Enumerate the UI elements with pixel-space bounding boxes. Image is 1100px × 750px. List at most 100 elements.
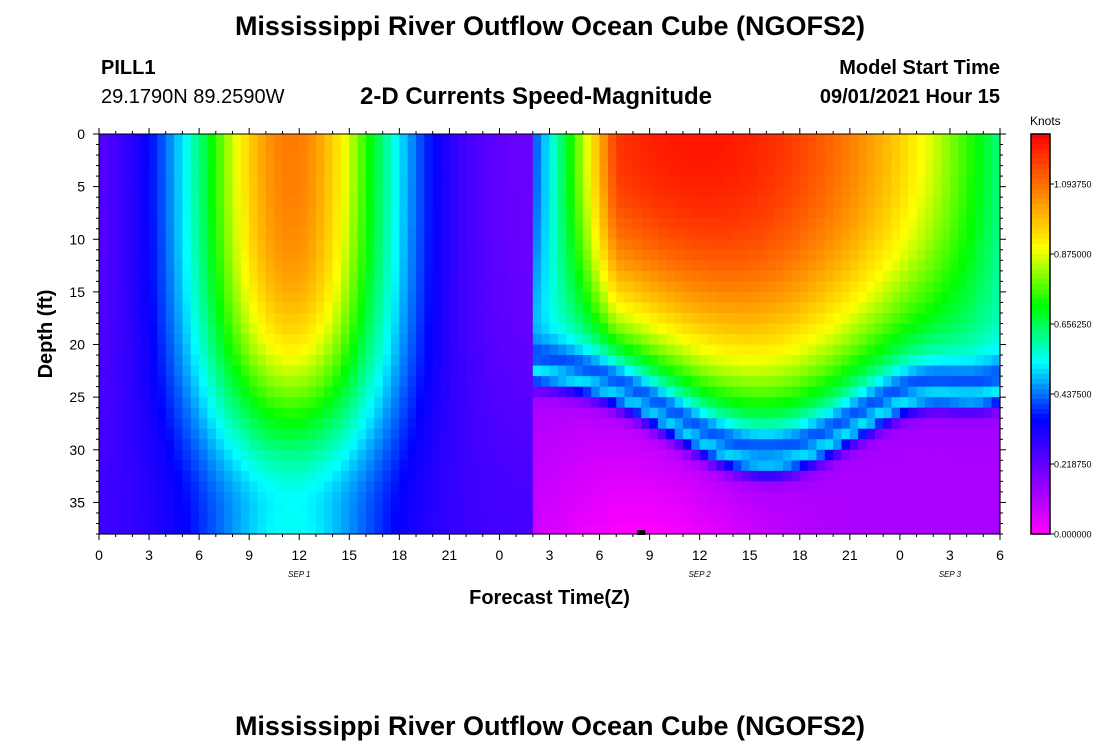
heatmap-cell xyxy=(816,291,826,304)
heatmap-cell xyxy=(349,134,359,146)
heatmap-cell xyxy=(315,270,325,282)
heatmap-cell xyxy=(549,270,559,282)
heatmap-cell xyxy=(340,407,350,419)
heatmap-cell xyxy=(833,134,843,146)
heatmap-cell xyxy=(891,197,901,209)
colorbar-segment xyxy=(1031,434,1050,440)
heatmap-cell xyxy=(407,218,417,230)
heatmap-cell xyxy=(741,449,751,461)
heatmap-cell xyxy=(257,270,267,282)
heatmap-cell xyxy=(891,365,901,377)
heatmap-cell xyxy=(833,302,843,314)
heatmap-cell xyxy=(666,386,676,398)
heatmap-cell xyxy=(774,344,784,356)
heatmap-cell xyxy=(682,144,692,156)
heatmap-cell xyxy=(299,134,309,146)
heatmap-cell xyxy=(541,228,551,240)
heatmap-cell xyxy=(883,197,893,209)
heatmap-cell xyxy=(207,365,217,377)
heatmap-cell xyxy=(407,428,417,440)
heatmap-cell xyxy=(582,207,592,219)
heatmap-cell xyxy=(657,449,667,461)
heatmap-cell xyxy=(774,228,784,240)
heatmap-cell xyxy=(758,512,768,525)
heatmap-cell xyxy=(833,376,843,388)
heatmap-cell xyxy=(749,312,759,325)
heatmap-cell xyxy=(891,155,901,167)
heatmap-cell xyxy=(883,376,893,388)
heatmap-cell xyxy=(791,281,801,293)
colorbar-segment xyxy=(1031,269,1050,275)
heatmap-cell xyxy=(491,144,501,156)
heatmap-cell xyxy=(833,512,843,525)
heatmap-cell xyxy=(708,260,717,272)
heatmap-cell xyxy=(716,418,726,430)
heatmap-cell xyxy=(924,491,934,504)
heatmap-cell xyxy=(933,197,943,209)
heatmap-cell xyxy=(299,302,309,314)
heatmap-cell xyxy=(941,449,951,461)
heatmap-cell xyxy=(891,376,901,388)
heatmap-cell xyxy=(382,449,392,461)
heatmap-cell xyxy=(290,365,300,377)
heatmap-cell xyxy=(416,428,425,440)
heatmap-cell xyxy=(124,460,133,472)
heatmap-cell xyxy=(791,270,801,282)
heatmap-cell xyxy=(541,165,551,177)
heatmap-cell xyxy=(716,260,726,272)
heatmap-cell xyxy=(657,344,667,356)
heatmap-cell xyxy=(824,144,834,156)
heatmap-cell xyxy=(791,228,801,240)
heatmap-cell xyxy=(824,312,834,325)
heatmap-cell xyxy=(749,239,759,251)
heatmap-cell xyxy=(174,270,184,282)
heatmap-cell xyxy=(282,397,292,409)
heatmap-cell xyxy=(482,134,492,146)
heatmap-cell xyxy=(574,165,584,177)
heatmap-cell xyxy=(199,144,209,156)
heatmap-cell xyxy=(482,281,492,293)
heatmap-cell xyxy=(240,144,250,156)
heatmap-cell xyxy=(215,334,225,346)
heatmap-cell xyxy=(783,218,793,230)
heatmap-cell xyxy=(157,344,167,356)
heatmap-cell xyxy=(599,239,609,251)
heatmap-cell xyxy=(874,376,884,388)
heatmap-cell xyxy=(115,228,125,240)
heatmap-cell xyxy=(632,165,642,177)
heatmap-cell xyxy=(549,155,559,167)
heatmap-cell xyxy=(124,386,133,398)
colorbar-segment xyxy=(1031,344,1050,350)
heatmap-cell xyxy=(607,312,617,325)
heatmap-cell xyxy=(407,312,417,325)
heatmap-cell xyxy=(949,323,959,335)
heatmap-cell xyxy=(432,481,442,493)
heatmap-cell xyxy=(649,407,659,419)
heatmap-cell xyxy=(758,439,768,451)
heatmap-cell xyxy=(824,439,834,451)
heatmap-cell xyxy=(390,239,400,251)
heatmap-cell xyxy=(791,439,801,451)
heatmap-cell xyxy=(641,197,651,209)
heatmap-cell xyxy=(733,165,742,177)
heatmap-cell xyxy=(616,260,626,272)
heatmap-cell xyxy=(482,218,492,230)
heatmap-cell xyxy=(783,512,793,525)
heatmap-cell xyxy=(624,228,634,240)
heatmap-cell xyxy=(507,502,517,514)
heatmap-cell xyxy=(799,334,809,346)
heatmap-cell xyxy=(290,439,300,451)
heatmap-cell xyxy=(858,481,868,493)
heatmap-cell xyxy=(632,260,642,272)
heatmap-cell xyxy=(382,523,392,535)
heatmap-cell xyxy=(282,344,292,356)
heatmap-cell xyxy=(249,239,259,251)
heatmap-cell xyxy=(491,397,501,409)
heatmap-cell xyxy=(883,344,893,356)
heatmap-cell xyxy=(474,176,484,188)
heatmap-cell xyxy=(566,155,576,167)
heatmap-cell xyxy=(249,376,259,388)
heatmap-cell xyxy=(474,239,484,251)
heatmap-cell xyxy=(332,470,342,482)
heatmap-cell xyxy=(299,270,309,282)
